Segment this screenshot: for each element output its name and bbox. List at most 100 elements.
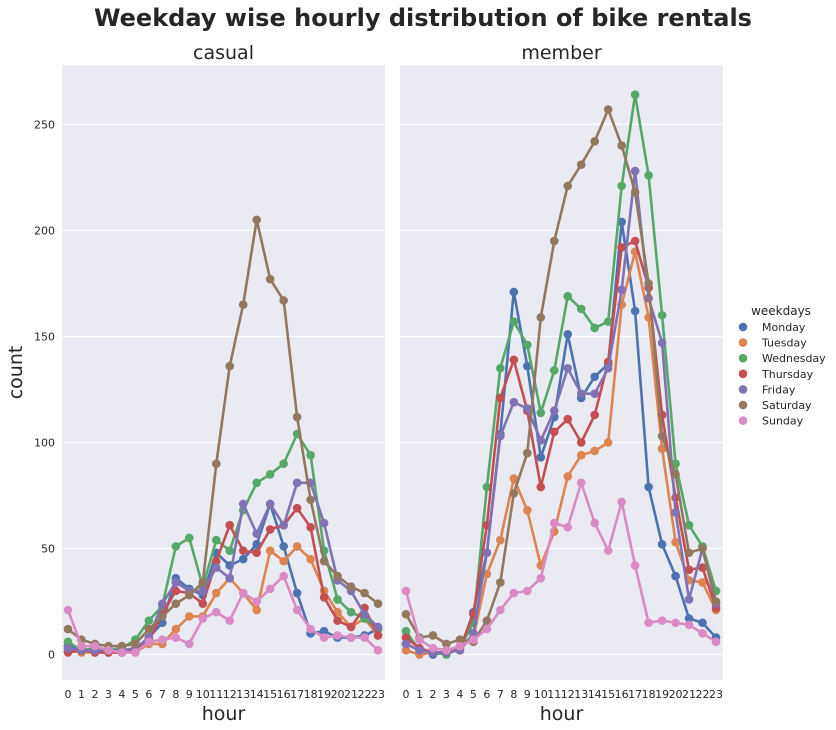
panel-casual-grid [62,123,385,656]
casual-tuesday-point [185,612,194,621]
y-tick-label: 150 [34,330,55,343]
member-saturday-point [496,578,505,587]
casual-friday-point [373,622,383,632]
x-tick-label: 23 [709,688,723,701]
member-series-sunday [401,478,721,655]
x-tick-label: 16 [615,688,629,701]
casual-saturday-point [158,612,167,621]
casual-friday-point [360,609,369,619]
legend-marker-sunday [738,416,748,425]
member-wednesday-point [657,310,667,320]
legend-label-tuesday: Tuesday [761,337,807,350]
member-tuesday-point [509,474,519,483]
member-tuesday-point [671,537,680,547]
member-saturday-point [684,548,694,558]
member-thursday-point [536,482,546,492]
member-thursday-point [549,427,559,437]
panel-member-x-label: hour [540,703,584,725]
casual-saturday-point [265,274,275,284]
member-wednesday-point [684,520,694,530]
casual-wednesday-point [306,450,315,460]
casual-wednesday-point [171,542,181,551]
member-monday-point [630,306,640,316]
member-saturday-point [428,631,438,640]
casual-friday-point [158,599,167,608]
casual-tuesday-point [279,556,288,566]
casual-thursday-point [319,592,329,602]
member-sunday-point [549,518,559,528]
casual-thursday-point [198,599,208,608]
x-tick-label: 23 [371,688,385,701]
member-friday-point [523,404,532,413]
casual-sunday-point [306,624,315,634]
casual-monday-point [238,554,248,564]
member-saturday-point [482,616,492,625]
casual-thursday-point [225,520,235,530]
casual-saturday-point [319,556,329,566]
casual-tuesday-point [265,546,275,555]
member-saturday-point [711,597,721,606]
member-tuesday-point [576,450,586,460]
member-saturday-point [523,448,532,458]
casual-tuesday-point [292,542,302,551]
casual-tuesday-point [252,605,261,615]
member-wednesday-point [590,323,599,333]
casual-friday-point [279,520,288,530]
member-tuesday-point [496,535,505,545]
casual-saturday-point [346,582,356,591]
x-tick-label: 21 [344,688,358,701]
casual-monday-point [292,588,302,598]
legend-label-friday: Friday [762,383,796,396]
x-tick-label: 12 [223,688,237,701]
x-tick-label: 21 [682,688,696,701]
legend-marker-thursday [738,369,748,379]
member-wednesday-point [563,291,573,301]
member-friday-point [509,397,519,407]
legend-marker-tuesday [738,338,748,347]
legend-marker-wednesday [738,353,748,363]
casual-saturday-point [279,296,288,305]
x-tick-label: 22 [358,688,372,701]
x-tick-label: 1 [416,688,423,701]
x-tick-label: 9 [524,688,531,701]
panel-member-series [401,90,721,659]
member-wednesday-point [549,366,559,375]
casual-friday-point [225,573,235,583]
member-saturday-point [671,469,680,479]
casual-sunday-point [104,646,113,655]
casual-wednesday-point [346,607,356,617]
x-tick-label: 20 [331,688,345,701]
casual-thursday-point [238,546,248,555]
member-friday-point [549,406,559,415]
x-tick-label: 0 [65,688,72,701]
member-friday-point [671,508,680,517]
member-series-saturday [401,105,721,649]
member-wednesday-point [523,340,532,350]
member-monday-point [563,330,573,339]
member-saturday-point [590,137,599,146]
legend: weekdays Monday Tuesday Wednesday Thursday F… [738,304,826,428]
member-sunday-point [496,605,505,615]
x-tick-label: 14 [588,688,602,701]
member-sunday-point [482,624,492,634]
casual-sunday-point [131,648,140,657]
x-tick-label: 18 [304,688,318,701]
x-tick-label: 4 [456,688,463,701]
panel-member-title: member [521,42,601,64]
casual-thursday-point [211,556,221,566]
panel-casual-series [63,215,383,657]
casual-wednesday-point [333,595,342,604]
member-friday-point [657,338,667,348]
member-wednesday-point [496,363,505,373]
casual-saturday-point [198,578,208,587]
member-friday-point [496,431,505,441]
casual-wednesday-point [63,637,73,647]
casual-saturday-point [131,639,140,649]
casual-sunday-point [63,605,73,615]
member-saturday-point [630,187,640,197]
casual-saturday-point [211,459,221,468]
member-tuesday-point [401,646,411,655]
legend-label-saturday: Saturday [762,399,812,412]
member-monday-point [523,361,532,371]
x-tick-label: 17 [628,688,642,701]
